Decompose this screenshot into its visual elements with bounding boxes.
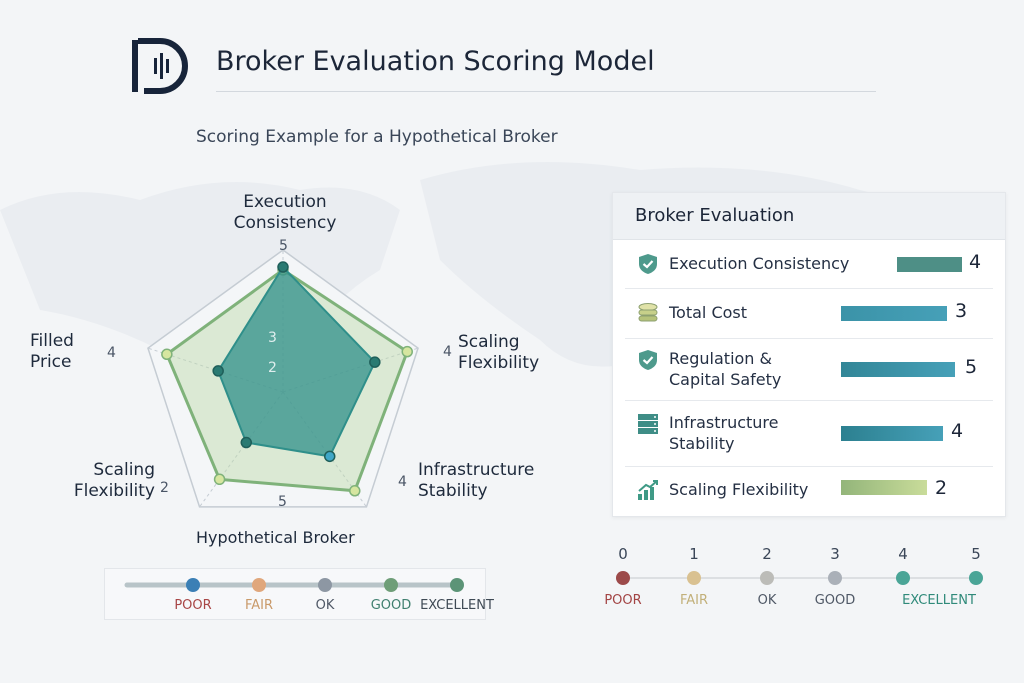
page-title: Broker Evaluation Scoring Model <box>216 46 655 77</box>
row-score: 4 <box>969 251 982 273</box>
scale-marker-4 <box>896 571 910 585</box>
axis-value-2: 4 <box>398 474 407 490</box>
scale-number-5: 5 <box>971 545 981 563</box>
axis-label-3: Scaling Flexibility <box>73 460 155 501</box>
legend-label-4: EXCELLENT <box>420 598 494 613</box>
axis-label-0: Execution Consistency <box>233 192 337 233</box>
score-bar <box>897 257 962 272</box>
row-label: Infrastructure Stability <box>669 413 779 453</box>
series-legend-name: Hypothetical Broker <box>196 528 355 547</box>
row-label: Regulation & Capital Safety <box>669 349 782 389</box>
evaluation-row-3: Infrastructure Stability 4 <box>625 400 993 467</box>
axis-value-4: 4 <box>107 345 116 361</box>
axis-label-2: Infrastructure Stability <box>418 460 535 501</box>
page-subtitle: Scoring Example for a Hypothetical Broke… <box>196 127 558 147</box>
legend-marker-0 <box>186 578 200 592</box>
row-label: Total Cost <box>669 303 748 322</box>
data-point-1-1 <box>369 356 381 368</box>
broker-evaluation-panel: Broker Evaluation Execution Consistency 4… <box>612 192 1006 517</box>
score-scale-track <box>616 571 983 585</box>
data-point-1-4 <box>212 365 224 377</box>
axis-value-0: 5 <box>279 238 288 254</box>
server-icon <box>638 414 658 434</box>
axis-bottom-value: 5 <box>278 494 287 510</box>
score-bar <box>841 426 943 441</box>
legend-label-3: GOOD <box>370 598 412 613</box>
shield-check-icon <box>639 350 657 370</box>
legend-marker-4 <box>450 578 464 592</box>
scale-label-2: OK <box>757 593 777 608</box>
legend-marker-1 <box>252 578 266 592</box>
scale-number-2: 2 <box>762 545 772 563</box>
radar-chart <box>147 249 419 508</box>
data-point-0-3 <box>213 473 226 486</box>
row-label: Execution Consistency <box>669 254 850 273</box>
legend-label-1: FAIR <box>244 598 274 613</box>
scale-marker-5 <box>969 571 983 585</box>
axis-value-1: 4 <box>443 344 452 360</box>
ring-label-2: 2 <box>268 360 277 376</box>
evaluation-row-4: Scaling Flexibility 2 <box>625 466 993 514</box>
scale-marker-0 <box>616 571 630 585</box>
series-area-1 <box>217 265 377 458</box>
scale-label-1: FAIR <box>679 593 709 608</box>
scale-marker-1 <box>687 571 701 585</box>
scale-marker-2 <box>760 571 774 585</box>
data-point-1-2 <box>323 450 336 463</box>
score-bar <box>841 480 927 495</box>
evaluation-row-2: Regulation & Capital Safety 5 <box>625 338 993 401</box>
scale-marker-3 <box>828 571 842 585</box>
score-scale: 0 1 2 3 4 5 POOR FAIR OK GOOD EXCELLENT <box>590 540 1010 620</box>
row-score: 2 <box>935 477 948 499</box>
legend-marker-3 <box>384 578 398 592</box>
axis-label-1: Scaling Flexibility <box>458 332 540 373</box>
data-point-1-3 <box>240 436 253 449</box>
scale-number-3: 3 <box>830 545 840 563</box>
score-bar <box>841 306 947 321</box>
ring-label-3: 3 <box>268 330 277 346</box>
scale-label-3: GOOD <box>814 593 856 608</box>
growth-chart-icon <box>638 480 658 500</box>
score-bar <box>841 362 955 377</box>
scale-label-4: EXCELLENT <box>902 593 976 608</box>
scale-number-4: 4 <box>898 545 908 563</box>
legend-marker-2 <box>318 578 332 592</box>
title-divider <box>216 91 876 92</box>
data-point-0-4 <box>161 348 173 361</box>
row-label: Scaling Flexibility <box>669 480 809 499</box>
evaluation-row-1: Total Cost 3 <box>625 288 993 339</box>
coins-icon <box>638 303 658 322</box>
data-point-1-0 <box>277 261 289 273</box>
row-score: 4 <box>951 420 964 442</box>
evaluation-row-0: Execution Consistency 4 <box>625 240 993 289</box>
brand-logo <box>132 38 188 94</box>
scale-number-0: 0 <box>618 545 628 563</box>
scale-label-0: POOR <box>604 593 642 608</box>
row-score: 5 <box>965 356 978 378</box>
legend-label-2: OK <box>315 598 335 613</box>
axis-label-4: Filled Price <box>30 331 74 372</box>
shield-check-icon <box>639 254 657 274</box>
panel-title: Broker Evaluation <box>613 193 1005 240</box>
data-point-0-1 <box>401 345 413 358</box>
rating-legend-track <box>124 578 464 592</box>
data-point-0-2 <box>349 485 361 497</box>
row-score: 3 <box>955 300 968 322</box>
legend-label-0: POOR <box>174 598 212 613</box>
axis-value-3: 2 <box>160 480 169 496</box>
rating-legend: POOR FAIR OK GOOD EXCELLENT <box>104 568 494 620</box>
scale-number-1: 1 <box>689 545 699 563</box>
